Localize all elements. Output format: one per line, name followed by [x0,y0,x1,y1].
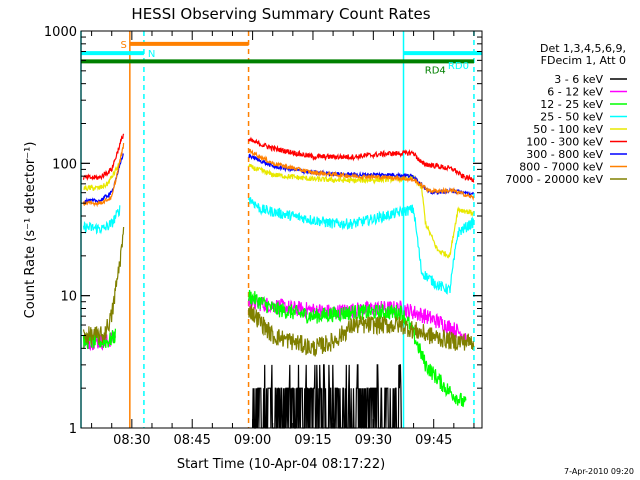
series-line [248,197,475,295]
series-300-800-kev [83,153,475,206]
series-100-300-kev [82,133,475,183]
series-3-6-kev [252,364,402,429]
series-line [82,226,125,345]
marker-label-rd4: RD4 [425,65,446,76]
axis-ticks: 1 10 100 1000 08:30 08:45 09:00 09:15 09:30 09:45 [44,25,482,448]
series-line [82,205,121,235]
legend-label: 12 - 25 keV [540,98,603,111]
y-tick-label: 1 [69,422,77,437]
legend-label: 6 - 12 keV [547,86,603,99]
marker-label-rd0: RD0 [448,61,469,72]
legend-title-line-1: Det 1,3,4,5,6,9, [540,42,626,55]
y-axis-label: Count Rate (s⁻¹ detector⁻¹) [23,142,38,319]
chart-title: HESSI Observing Summary Count Rates [131,5,430,23]
x-tick-label: 09:15 [294,433,331,448]
x-axis-label: Start Time (10-Apr-04 08:17:22) [177,457,385,472]
legend-label: 7000 - 20000 keV [505,173,603,186]
marker-label-n: N [148,49,155,60]
legend-title-line-2: FDecim 1, Att 0 [541,54,626,67]
series-800-7000-kev [82,142,475,208]
legend-label: 800 - 7000 keV [519,161,603,174]
x-tick-label: 08:30 [113,433,150,448]
series-line [252,364,402,429]
plot-frame [80,30,483,429]
x-tick-label: 08:45 [173,433,210,448]
series-7000-20000-kev [82,226,475,357]
y-tick-label: 100 [52,157,77,172]
series-line [248,148,475,202]
series-25-50-kev [82,197,475,295]
series-line [248,304,475,357]
x-tick-label: 09:00 [234,433,271,448]
series-line [83,153,124,206]
series-line [82,142,125,208]
y-tick-label: 10 [60,290,77,305]
series-line [248,136,475,183]
x-tick-label: 09:45 [415,433,452,448]
legend-label: 3 - 6 keV [554,73,603,86]
legend: Det 1,3,4,5,6,9, FDecim 1, Att 0 3 - 6 k… [505,42,627,186]
legend-label: 50 - 100 keV [533,123,603,136]
y-tick-label: 1000 [44,25,77,40]
footer-timestamp: 7-Apr-2010 09:20 [564,467,634,476]
marker-label-s: S [120,40,126,51]
series-line [83,162,121,192]
legend-label: 25 - 50 keV [540,111,603,124]
series-line [248,295,467,342]
legend-label: 300 - 800 keV [526,148,603,161]
series-line [82,133,125,181]
x-tick-label: 09:30 [355,433,392,448]
legend-label: 100 - 300 keV [526,136,603,149]
